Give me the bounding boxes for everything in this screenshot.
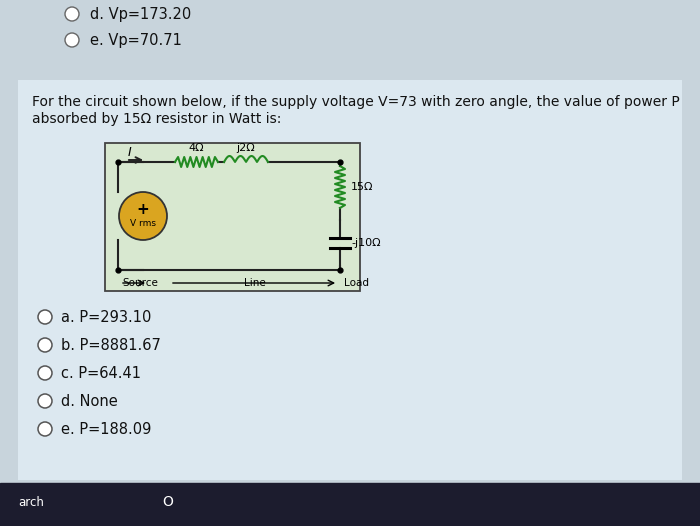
Text: 15Ω: 15Ω — [351, 182, 374, 192]
Text: e. P=188.09: e. P=188.09 — [61, 422, 151, 438]
Text: b. P=8881.67: b. P=8881.67 — [61, 339, 161, 353]
Circle shape — [38, 394, 52, 408]
Text: d. None: d. None — [61, 394, 118, 410]
Text: V rms: V rms — [130, 219, 156, 228]
Circle shape — [38, 366, 52, 380]
Bar — [18, 80, 682, 480]
Text: I: I — [128, 146, 132, 158]
Bar — [105, 143, 360, 291]
Text: d. Vp=173.20: d. Vp=173.20 — [90, 7, 191, 23]
Text: Load: Load — [344, 278, 369, 288]
Text: -j10Ω: -j10Ω — [351, 238, 381, 248]
Text: For the circuit shown below, if the supply voltage V=73 with zero angle, the val: For the circuit shown below, if the supp… — [32, 95, 680, 109]
Text: e. Vp=70.71: e. Vp=70.71 — [90, 34, 182, 48]
Text: Line: Line — [244, 278, 266, 288]
Text: c. P=64.41: c. P=64.41 — [61, 367, 141, 381]
Circle shape — [65, 33, 79, 47]
Text: 4Ω: 4Ω — [189, 143, 204, 153]
Text: a. P=293.10: a. P=293.10 — [61, 310, 151, 326]
Circle shape — [119, 192, 167, 240]
Circle shape — [38, 422, 52, 436]
Bar — [0, 483, 700, 526]
Text: arch: arch — [18, 495, 44, 509]
Circle shape — [65, 7, 79, 21]
Circle shape — [38, 310, 52, 324]
Text: +: + — [136, 203, 149, 217]
Circle shape — [38, 338, 52, 352]
Text: O: O — [162, 495, 174, 509]
Text: j2Ω: j2Ω — [237, 143, 256, 153]
Text: absorbed by 15Ω resistor in Watt is:: absorbed by 15Ω resistor in Watt is: — [32, 112, 281, 126]
Text: Source: Source — [122, 278, 158, 288]
